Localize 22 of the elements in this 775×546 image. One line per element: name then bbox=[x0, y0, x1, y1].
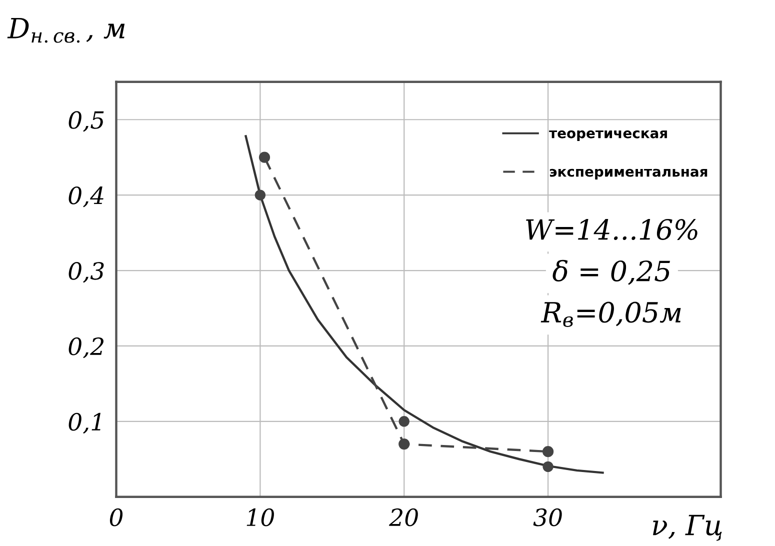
point bbox=[398, 438, 410, 450]
point bbox=[254, 190, 266, 200]
y-tick-label: 0,4 bbox=[68, 186, 104, 208]
y-axis-title: D$_{н.св.}$, м bbox=[7, 18, 125, 43]
point bbox=[542, 461, 554, 472]
point bbox=[542, 446, 554, 458]
annotation: R$_{в}$=0,05м bbox=[540, 302, 681, 327]
y-tick-label: 0,3 bbox=[68, 262, 104, 283]
annotation: δ = 0,25 bbox=[552, 260, 670, 285]
y-tick-label: 0,1 bbox=[68, 412, 100, 434]
x-tick-label: 20 bbox=[388, 508, 418, 526]
point bbox=[258, 152, 270, 163]
point bbox=[398, 416, 410, 427]
x-axis-title: ν, Гц bbox=[652, 514, 722, 541]
x-tick-label: 10 bbox=[246, 508, 274, 526]
x-tick-label: 0 bbox=[110, 508, 123, 526]
y-tick-label: 0,2 bbox=[68, 337, 104, 358]
y-tick-label: 0,5 bbox=[68, 111, 104, 132]
annotation: W=14...16% bbox=[526, 218, 698, 240]
legend-label: экспериментальная bbox=[550, 168, 708, 180]
x-tick-label: 30 bbox=[533, 508, 562, 526]
legend-label: теоретическая bbox=[549, 130, 667, 142]
